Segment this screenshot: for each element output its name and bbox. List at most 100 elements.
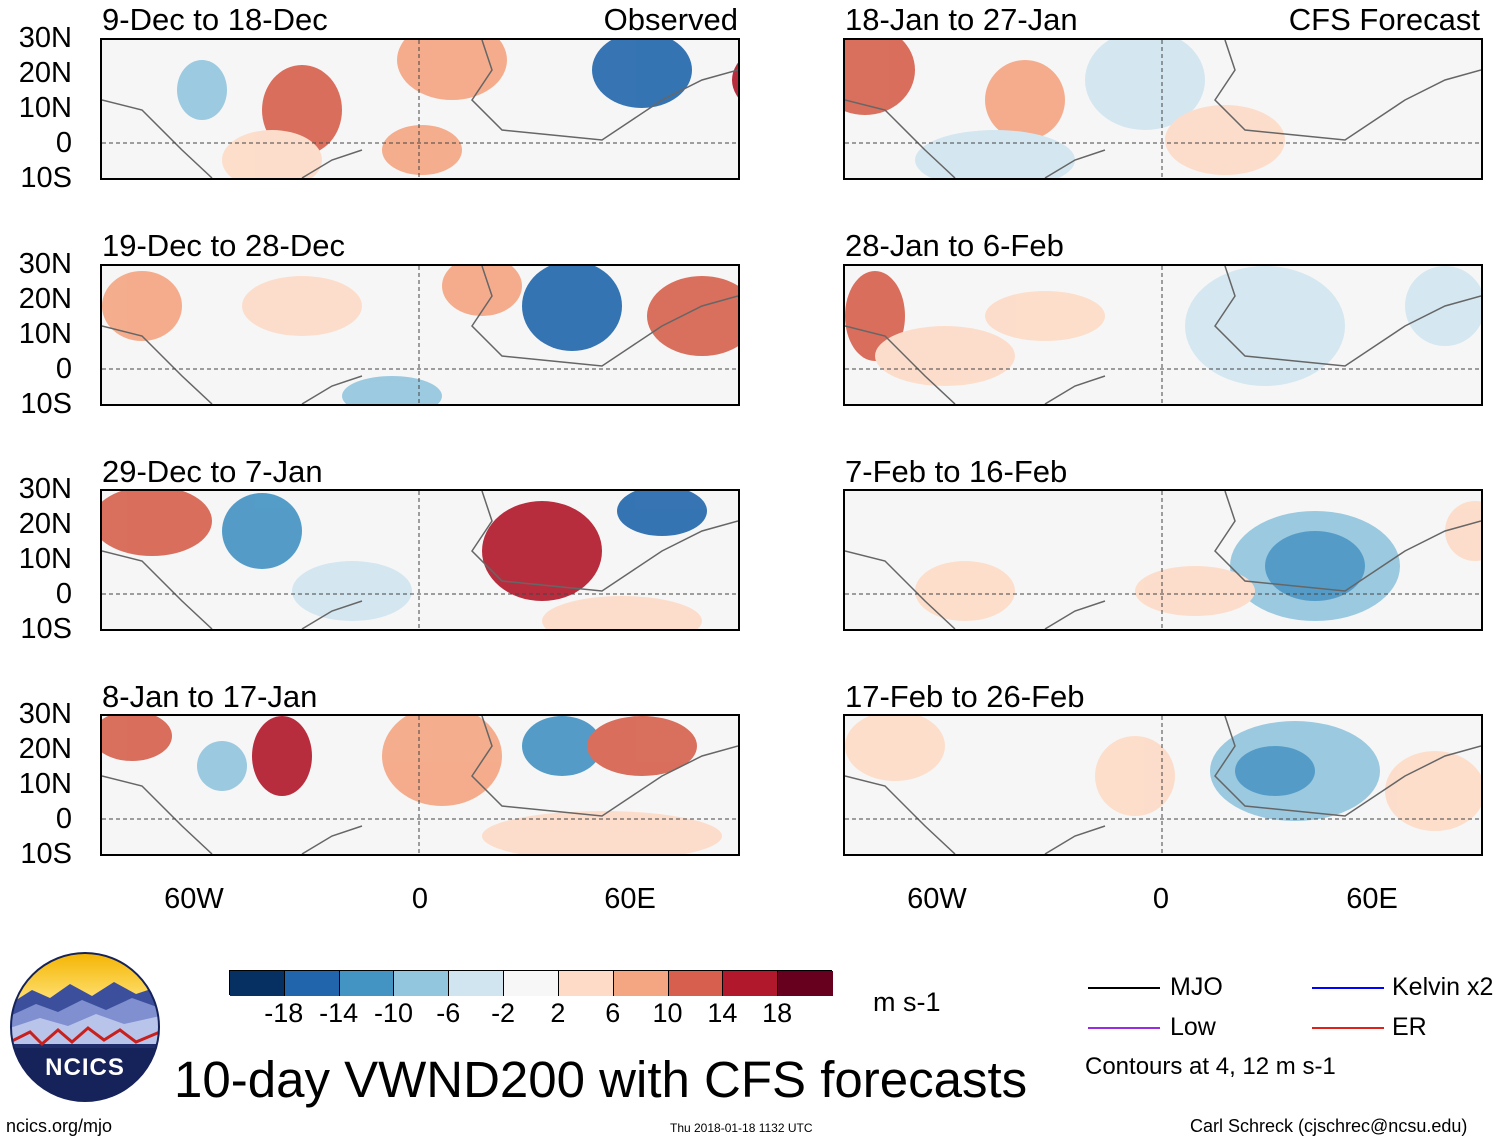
units-label: m s-1 bbox=[873, 987, 941, 1017]
anomaly-blob bbox=[382, 716, 502, 806]
anomaly-blob bbox=[222, 130, 322, 178]
lat-label: 10S bbox=[20, 838, 72, 870]
colorbar-tick-label: 10 bbox=[652, 998, 683, 1028]
anomaly-blob bbox=[102, 271, 182, 341]
anomaly-blob bbox=[587, 716, 697, 776]
lat-label: 30N bbox=[18, 698, 72, 730]
anomaly-field bbox=[845, 266, 1481, 404]
anomaly-blob bbox=[522, 716, 602, 776]
map-area bbox=[100, 264, 740, 406]
colorbar-segment bbox=[449, 971, 505, 996]
colorbar-segment bbox=[558, 971, 614, 996]
anomaly-blob bbox=[1165, 105, 1285, 175]
colorbar-tick-label: -14 bbox=[319, 998, 359, 1028]
colorbar-segment bbox=[504, 971, 559, 996]
coastline bbox=[845, 491, 1481, 629]
panel-title: 18-Jan to 27-Jan bbox=[845, 2, 1078, 37]
anomaly-blob bbox=[1265, 531, 1365, 601]
mjo-line-icon bbox=[1088, 987, 1160, 989]
anomaly-blob bbox=[985, 291, 1105, 341]
anomaly-blob bbox=[915, 130, 1075, 178]
lat-label: 0 bbox=[55, 127, 72, 159]
kelvin-line-icon bbox=[1312, 987, 1384, 989]
colorbar-segment bbox=[339, 971, 395, 996]
anomaly-blob bbox=[482, 811, 722, 854]
anomaly-blob bbox=[1135, 566, 1255, 616]
anomaly-blob bbox=[177, 60, 227, 120]
map-area bbox=[843, 489, 1483, 631]
anomaly-blob bbox=[292, 561, 412, 621]
colorbar-tick-label: -2 bbox=[491, 998, 516, 1028]
lat-label: 10N bbox=[18, 543, 72, 575]
figure-title: 10-day VWND200 with CFS forecasts bbox=[174, 1051, 1028, 1108]
anomaly-blob bbox=[542, 596, 702, 629]
anomaly-blob bbox=[617, 491, 707, 536]
colorbar-segment bbox=[668, 971, 724, 996]
source-url[interactable]: ncics.org/mjo bbox=[6, 1116, 113, 1136]
lat-label: 10N bbox=[18, 768, 72, 800]
colorbar-tick-label: 2 bbox=[550, 998, 566, 1028]
panel-title: 19-Dec to 28-Dec bbox=[102, 228, 345, 263]
panel-title: 17-Feb to 26-Feb bbox=[845, 679, 1085, 714]
lat-label: 20N bbox=[18, 57, 72, 89]
legend-kelvin: Kelvin x2 bbox=[1392, 973, 1494, 1001]
contour-note: Contours at 4, 12 m s-1 bbox=[1085, 1053, 1336, 1080]
lat-label: 0 bbox=[55, 803, 72, 835]
panel-title: 8-Jan to 17-Jan bbox=[102, 679, 318, 714]
anomaly-blob bbox=[522, 266, 622, 351]
anomaly-blob bbox=[732, 62, 738, 98]
anomaly-field bbox=[102, 716, 738, 854]
anomaly-field bbox=[102, 266, 738, 404]
anomaly-blob bbox=[342, 376, 442, 404]
coastline bbox=[845, 266, 1481, 404]
anomaly-blob bbox=[1385, 751, 1481, 831]
lat-label: 10S bbox=[20, 388, 72, 420]
anomaly-field bbox=[102, 491, 738, 629]
lat-label: 0 bbox=[55, 578, 72, 610]
logo-text: NCICS bbox=[45, 1054, 125, 1081]
map-area bbox=[843, 714, 1483, 856]
anomaly-blob bbox=[252, 716, 312, 796]
observed-label: Observed bbox=[603, 2, 738, 37]
colorbar-segment bbox=[723, 971, 779, 996]
legend-er: ER bbox=[1392, 1013, 1427, 1041]
lat-label: 20N bbox=[18, 508, 72, 540]
colorbar-segment bbox=[613, 971, 669, 996]
colorbar-tick-label: -6 bbox=[436, 998, 461, 1028]
colorbar-tick-label: 18 bbox=[762, 998, 793, 1028]
legend-mjo: MJO bbox=[1170, 973, 1223, 1001]
er-line-icon bbox=[1312, 1027, 1384, 1029]
panel-title: 7-Feb to 16-Feb bbox=[845, 454, 1068, 489]
anomaly-blob bbox=[382, 125, 462, 175]
anomaly-blob bbox=[1235, 746, 1315, 796]
anomaly-blob bbox=[845, 716, 945, 781]
anomaly-blob bbox=[197, 741, 247, 791]
colorbar-segment bbox=[284, 971, 340, 996]
coastline bbox=[102, 491, 738, 629]
lat-label: 30N bbox=[18, 248, 72, 280]
lat-label: 0 bbox=[55, 353, 72, 385]
anomaly-blob bbox=[915, 561, 1015, 621]
anomaly-blob bbox=[397, 40, 507, 100]
anomaly-blob bbox=[647, 276, 738, 356]
lat-label: 10S bbox=[20, 613, 72, 645]
colorbar-tick-label: -10 bbox=[373, 998, 413, 1028]
lon-label-0: 0 bbox=[411, 883, 429, 915]
anomaly-blob bbox=[222, 493, 302, 569]
anomaly-field bbox=[845, 491, 1481, 629]
lat-label: 30N bbox=[18, 473, 72, 505]
lat-label: 10S bbox=[20, 162, 72, 194]
panel-title: 9-Dec to 18-Dec bbox=[102, 2, 328, 37]
map-area bbox=[100, 489, 740, 631]
anomaly-blob bbox=[1095, 736, 1175, 816]
panel-title: 28-Jan to 6-Feb bbox=[845, 228, 1064, 263]
author-credit: Carl Schreck (cjschrec@ncsu.edu) bbox=[1190, 1116, 1468, 1136]
anomaly-field bbox=[102, 40, 738, 178]
timestamp: Thu 2018-01-18 1132 UTC bbox=[670, 1121, 813, 1135]
anomaly-blob bbox=[875, 326, 1015, 386]
colorbar-tick-label: 6 bbox=[605, 998, 621, 1028]
map-area bbox=[100, 38, 740, 180]
lon-label-0: 0 bbox=[1152, 883, 1170, 915]
panel-title: 29-Dec to 7-Jan bbox=[102, 454, 323, 489]
anomaly-blob bbox=[442, 266, 522, 316]
